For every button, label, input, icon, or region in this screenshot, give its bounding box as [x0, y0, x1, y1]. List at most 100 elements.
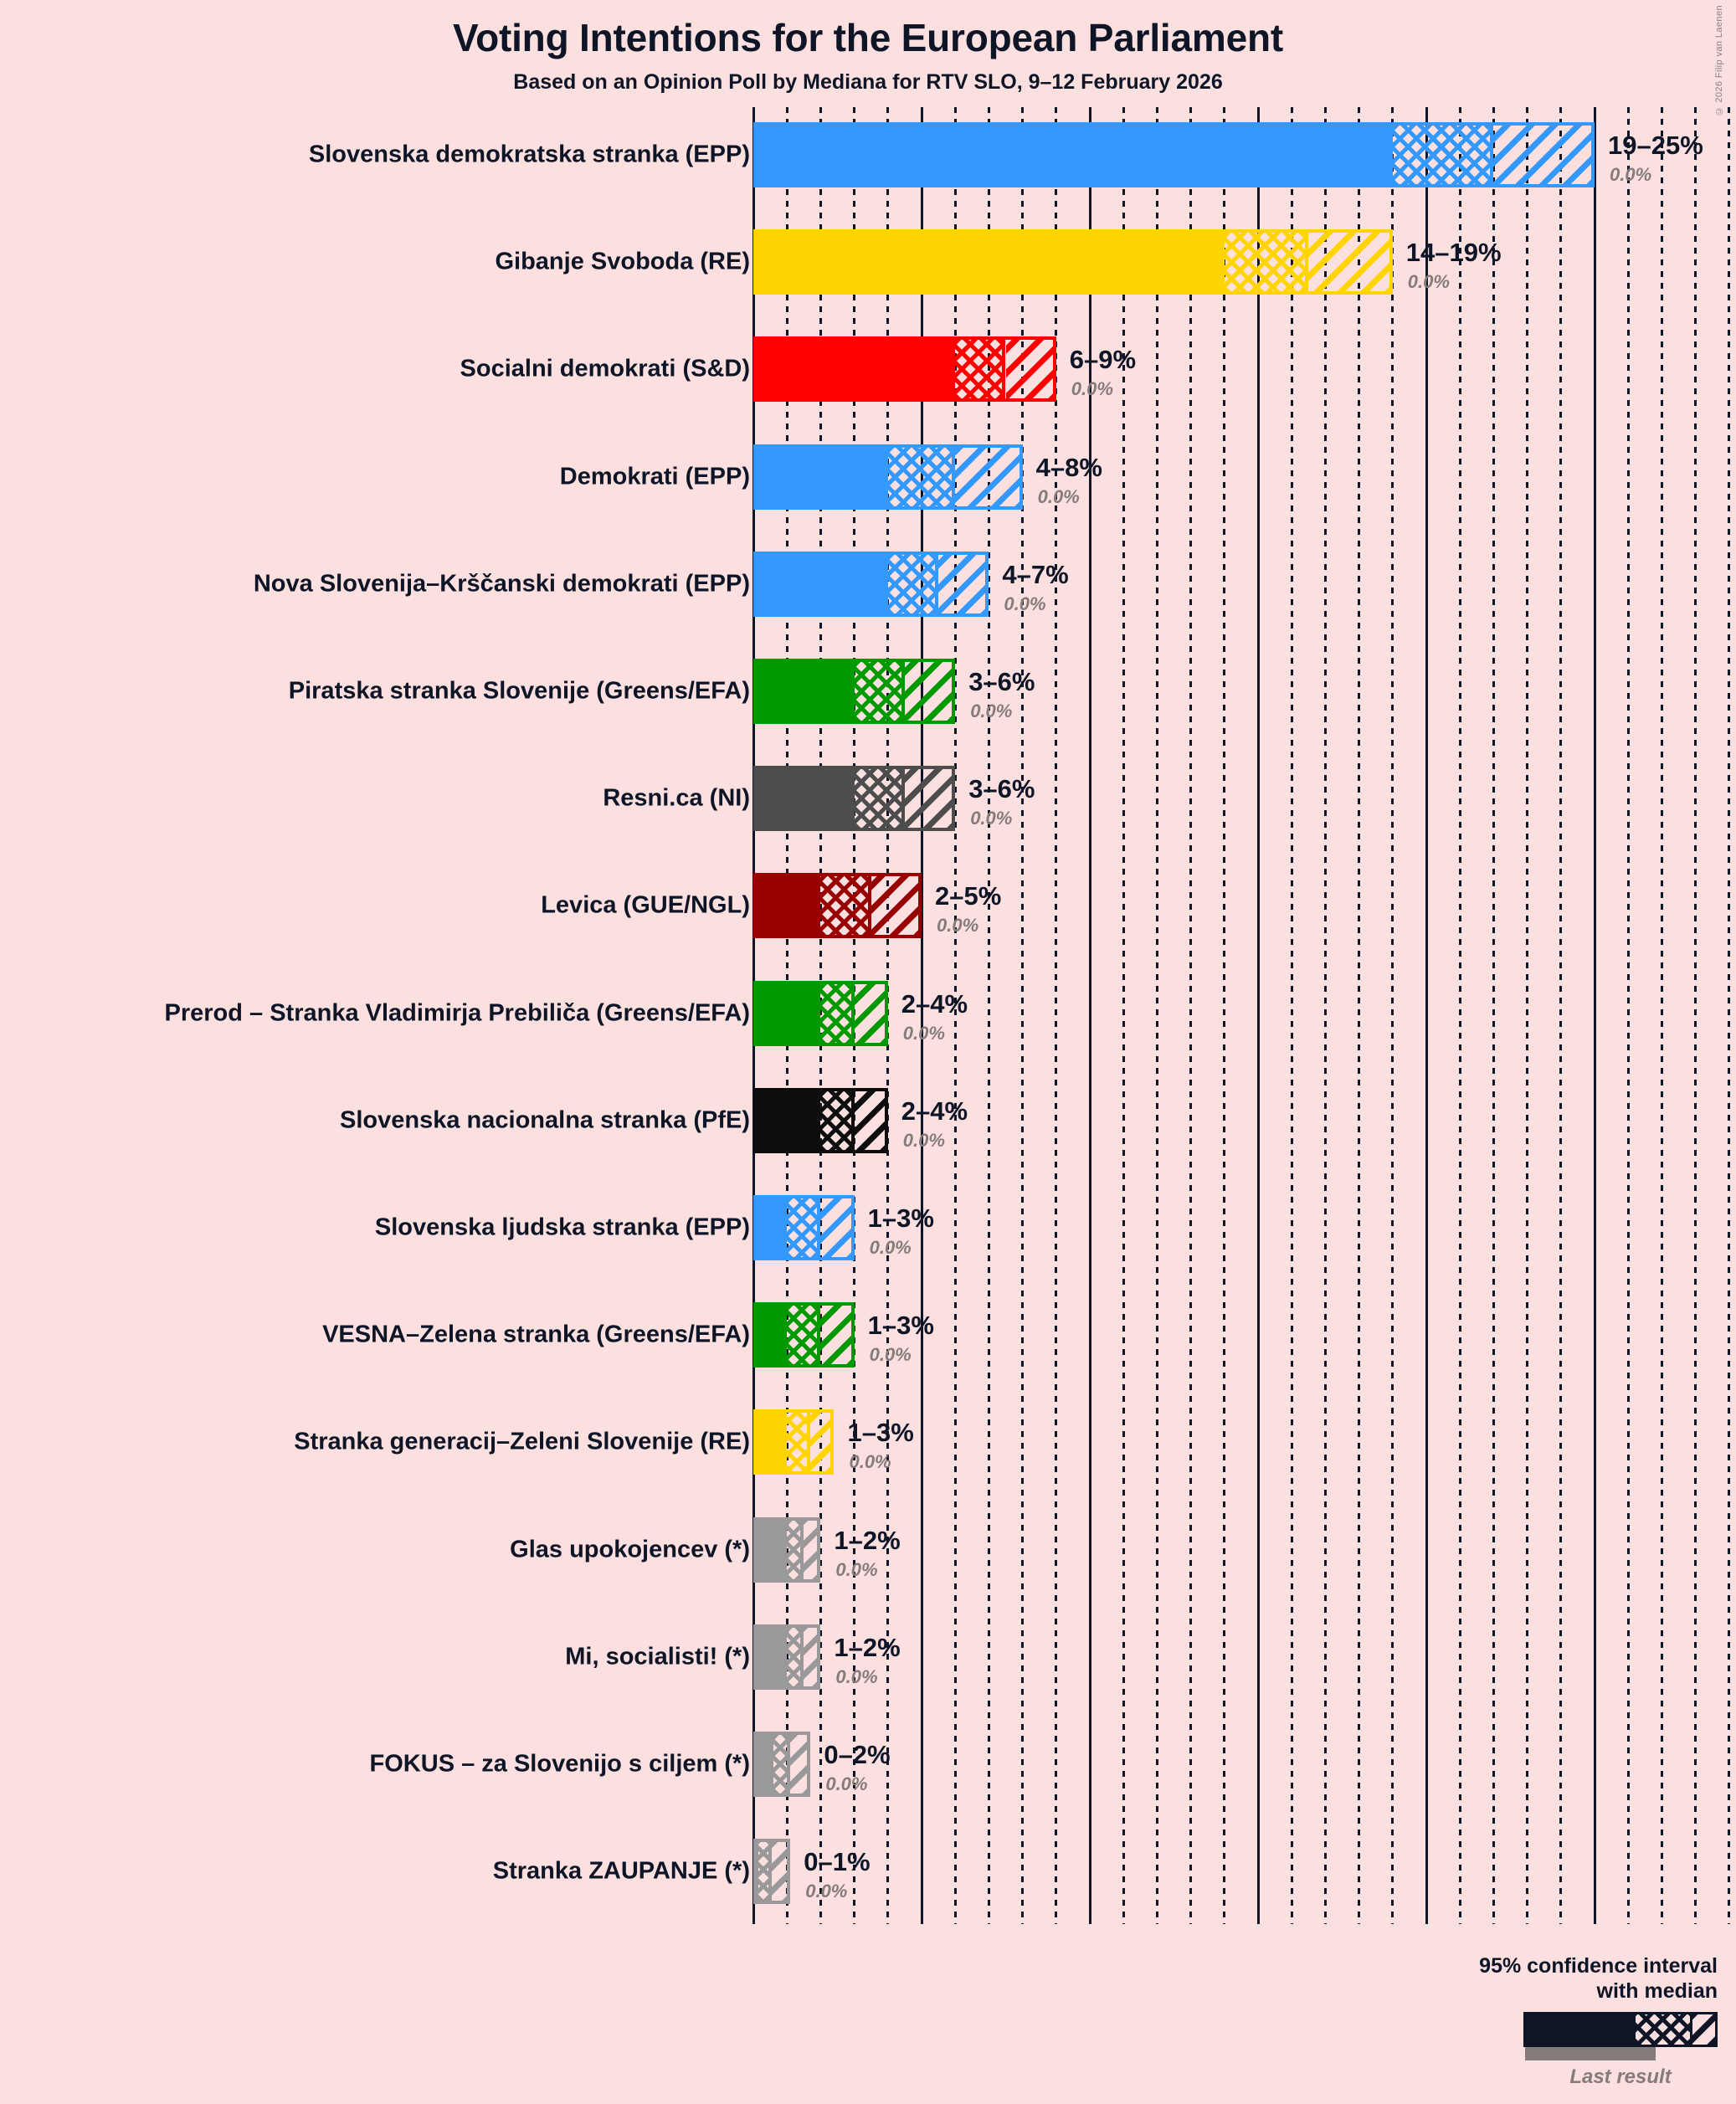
- bar-solid-segment: [757, 447, 888, 506]
- bar-solid-segment: [757, 1842, 759, 1901]
- bar-solid-segment: [757, 983, 821, 1043]
- party-label: Piratska stranka Slovenije (Greens/EFA): [288, 677, 750, 705]
- confidence-interval-bar: [753, 659, 956, 724]
- bar-diagonal-segment: [820, 1306, 855, 1365]
- party-label: Mi, socialisti! (*): [565, 1643, 750, 1670]
- confidence-interval-bar: [753, 1516, 821, 1583]
- confidence-interval-bar: [753, 766, 956, 832]
- gridline-minor: [953, 107, 957, 1925]
- legend-solid-segment: [1526, 2014, 1636, 2045]
- chart-row: Slovenska ljudska stranka (EPP) 1–3% 0.0%: [0, 1195, 1736, 1260]
- value-range-label: 1–3%: [847, 1418, 914, 1448]
- party-label: Stranka generacij–Zeleni Slovenije (RE): [294, 1428, 750, 1455]
- value-range-label: 2–4%: [901, 988, 968, 1019]
- bar-diagonal-segment: [1308, 233, 1393, 292]
- bar-solid-segment: [757, 769, 855, 829]
- bar-diagonal-segment: [854, 983, 888, 1043]
- chart-row: VESNA–Zelena stranka (Greens/EFA) 1–3% 0.0…: [0, 1302, 1736, 1368]
- bar-solid-segment: [757, 233, 1225, 292]
- bar-diagonal-segment: [871, 876, 922, 936]
- last-result-label: 0.0%: [970, 808, 1013, 829]
- chart-row: Glas upokojencev (*) 1–2% 0.0%: [0, 1516, 1736, 1583]
- bar-crosshatch-segment: [854, 662, 905, 721]
- bar-crosshatch-segment: [1224, 233, 1309, 292]
- bar-diagonal-segment: [904, 769, 956, 829]
- gridline-minor: [1189, 107, 1193, 1925]
- bar-crosshatch-segment: [854, 769, 905, 829]
- value-range-label: 2–4%: [901, 1096, 968, 1126]
- bar-crosshatch-segment: [820, 983, 855, 1043]
- legend-last-result-bar: [1525, 2047, 1656, 2060]
- bar-crosshatch-segment: [787, 1413, 811, 1472]
- value-range-label: 14–19%: [1405, 238, 1502, 268]
- bar-solid-segment: [757, 1627, 788, 1686]
- chart-row: Stranka generacij–Zeleni Slovenije (RE) 1…: [0, 1409, 1736, 1475]
- last-result-label: 0.0%: [835, 1665, 878, 1687]
- party-label: Gibanje Svoboda (RE): [495, 248, 750, 275]
- legend-crosshatch-segment: [1636, 2014, 1692, 2045]
- party-label: FOKUS – za Slovenijo s ciljem (*): [369, 1750, 750, 1778]
- last-result-label: 0.0%: [869, 1344, 912, 1366]
- gridline-minor: [1021, 107, 1025, 1925]
- last-result-label: 0.0%: [902, 1129, 945, 1151]
- gridline-minor: [1559, 107, 1563, 1925]
- value-range-label: 1–2%: [834, 1632, 901, 1662]
- chart-row: Socialni demokrati (S&D) 6–9% 0.0%: [0, 336, 1736, 403]
- last-result-label: 0.0%: [937, 915, 979, 937]
- gridline-minor: [1122, 107, 1125, 1925]
- last-result-label: 0.0%: [1004, 593, 1046, 614]
- legend-diagonal-segment: [1692, 2014, 1715, 2045]
- gridline-minor: [1458, 107, 1461, 1925]
- last-result-label: 0.0%: [1407, 271, 1450, 293]
- confidence-interval-bar: [753, 336, 1056, 403]
- gridline-minor: [1155, 107, 1158, 1925]
- party-label: Slovenska nacionalna stranka (PfE): [340, 1106, 750, 1134]
- confidence-interval-bar: [753, 1195, 855, 1260]
- value-range-label: 3–6%: [968, 667, 1035, 696]
- chart-row: Mi, socialisti! (*) 1–2% 0.0%: [0, 1624, 1736, 1690]
- bar-diagonal-segment: [790, 1735, 811, 1794]
- party-label: Demokrati (EPP): [559, 463, 750, 490]
- confidence-interval-bar: [753, 122, 1595, 187]
- chart-row: Piratska stranka Slovenije (Greens/EFA) 3…: [0, 659, 1736, 724]
- last-result-label: 0.0%: [849, 1451, 891, 1473]
- value-range-label: 19–25%: [1608, 131, 1703, 160]
- value-range-label: 0–2%: [824, 1740, 891, 1769]
- bar-crosshatch-segment: [787, 1520, 804, 1579]
- chart-row: Slovenska nacionalna stranka (PfE) 2–4% 0.…: [0, 1087, 1736, 1153]
- chart-row: Slovenska demokratska stranka (EPP) 19–25…: [0, 122, 1736, 187]
- bar-crosshatch-segment: [773, 1735, 791, 1794]
- last-result-label: 0.0%: [835, 1558, 878, 1580]
- party-label: VESNA–Zelena stranka (Greens/EFA): [322, 1321, 750, 1348]
- gridline-major: [1256, 107, 1260, 1925]
- bar-diagonal-segment: [804, 1627, 821, 1686]
- last-result-label: 0.0%: [902, 1022, 945, 1044]
- gridline-major: [1425, 107, 1428, 1925]
- last-result-label: 0.0%: [825, 1773, 868, 1794]
- party-label: Stranka ZAUPANJE (*): [492, 1857, 750, 1885]
- chart-row: FOKUS – za Slovenijo s ciljem (*) 0–2% 0.0…: [0, 1732, 1736, 1797]
- gridline-minor: [1492, 107, 1495, 1925]
- last-result-label: 0.0%: [869, 1237, 912, 1258]
- party-label: Glas upokojencev (*): [510, 1536, 750, 1563]
- legend-interval-bar: [1523, 2012, 1718, 2047]
- bar-diagonal-segment: [938, 554, 989, 613]
- bar-diagonal-segment: [955, 447, 1023, 506]
- party-label: Slovenska demokratska stranka (EPP): [308, 141, 750, 168]
- bar-diagonal-segment: [1493, 126, 1595, 184]
- party-label: Nova Slovenija–Krščanski demokrati (EPP): [253, 570, 750, 598]
- chart-row: Demokrati (EPP) 4–8% 0.0%: [0, 444, 1736, 510]
- bar-crosshatch-segment: [787, 1198, 821, 1257]
- party-label: Levica (GUE/NGL): [541, 891, 750, 919]
- bar-crosshatch-segment: [787, 1627, 804, 1686]
- chart-row: Stranka ZAUPANJE (*) 0–1% 0.0%: [0, 1839, 1736, 1905]
- bar-diagonal-segment: [904, 662, 956, 721]
- value-range-label: 1–3%: [867, 1311, 934, 1341]
- chart-row: Levica (GUE/NGL) 2–5% 0.0%: [0, 873, 1736, 939]
- legend-caption-line2: with median: [1596, 1978, 1718, 2003]
- gridline-minor: [987, 107, 990, 1925]
- bar-crosshatch-segment: [887, 554, 939, 613]
- confidence-interval-bar: [753, 1839, 791, 1905]
